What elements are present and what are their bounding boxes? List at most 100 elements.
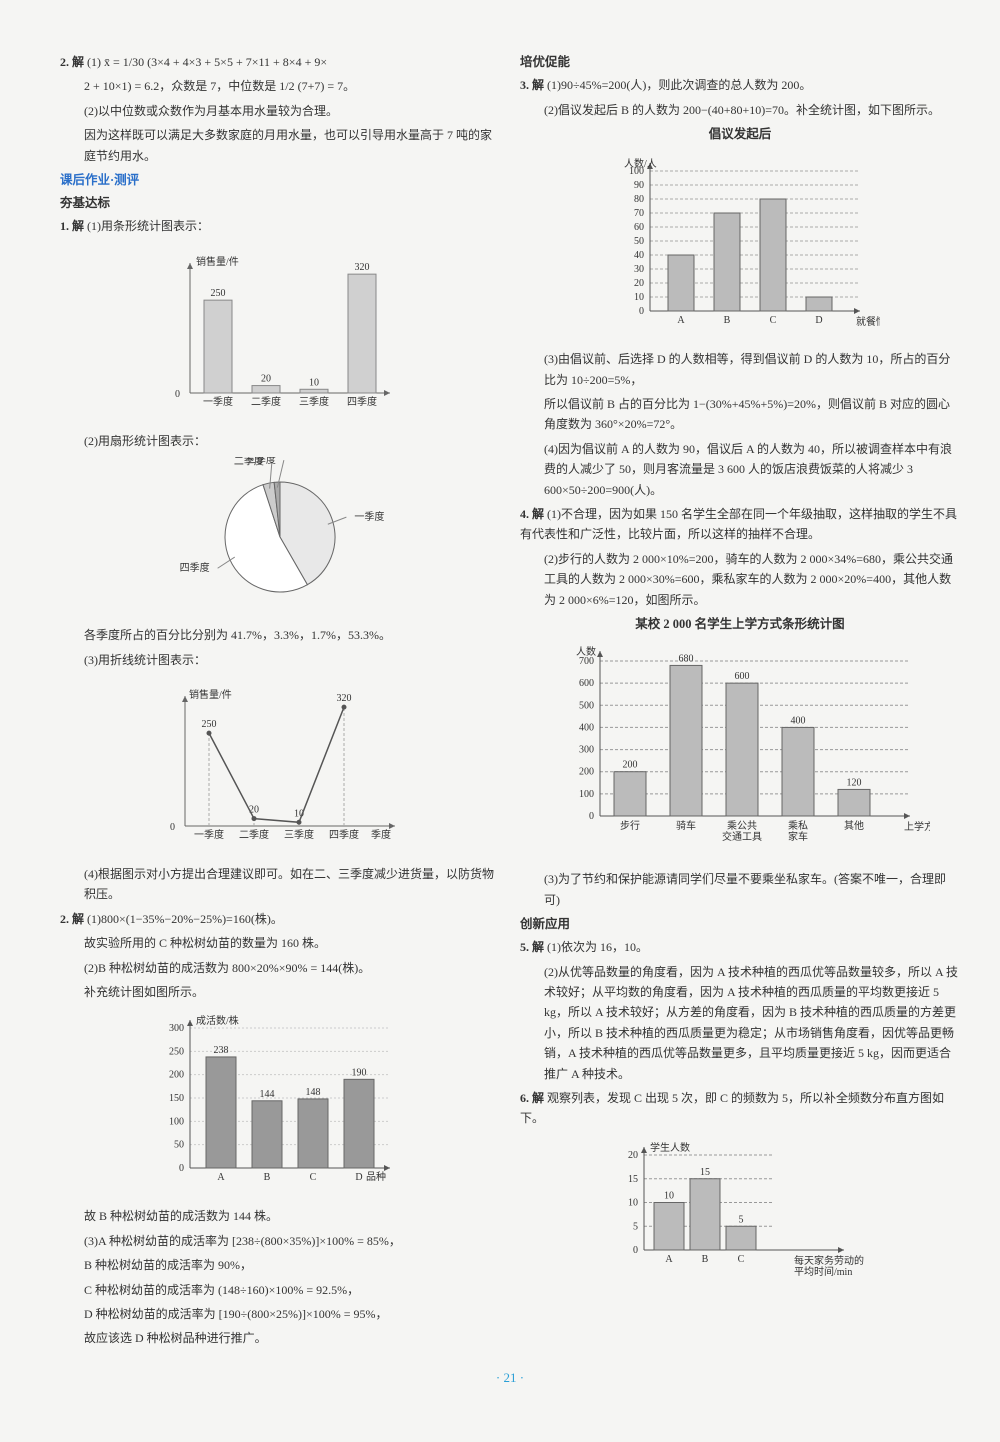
q3-label: 3. 解 bbox=[520, 78, 544, 92]
svg-text:20: 20 bbox=[261, 373, 271, 384]
svg-text:人数/人: 人数/人 bbox=[624, 157, 657, 170]
svg-text:5: 5 bbox=[633, 1221, 638, 1232]
line-chart-sales: 销售量/件季度一季度250二季度20三季度10四季度3200 bbox=[60, 676, 500, 856]
svg-text:0: 0 bbox=[175, 389, 180, 400]
svg-text:销售量/件: 销售量/件 bbox=[196, 255, 239, 268]
svg-text:20: 20 bbox=[628, 1150, 638, 1161]
q2-p3: (2)B 种松树幼苗的成活数为 800×20%×90% = 144(株)。 bbox=[60, 958, 500, 978]
svg-text:190: 190 bbox=[352, 1068, 367, 1079]
q4-p1: (1)不合理，因为如果 150 名学生全部在同一个年级抽取，这样抽取的学生不具有… bbox=[520, 507, 957, 541]
svg-text:15: 15 bbox=[700, 1167, 710, 1178]
q2-label: 2. 解 bbox=[60, 912, 84, 926]
q2-p6: (3)A 种松树幼苗的成活率为 [238÷(800×35%)]×100% = 8… bbox=[60, 1231, 500, 1251]
q4-p2: (2)步行的人数为 2 000×10%=200，骑车的人数为 2 000×34%… bbox=[520, 549, 960, 610]
q2pre-label: 2. 解 bbox=[60, 55, 84, 69]
svg-text:0: 0 bbox=[170, 822, 175, 833]
svg-text:320: 320 bbox=[355, 262, 370, 273]
svg-text:250: 250 bbox=[211, 288, 226, 299]
svg-text:50: 50 bbox=[174, 1140, 184, 1151]
svg-text:D: D bbox=[355, 1172, 362, 1183]
svg-text:80: 80 bbox=[634, 194, 644, 205]
q5-p2: (2)从优等品数量的角度看，因为 A 技术种植的西瓜优等品数量较多，所以 A 技… bbox=[520, 962, 960, 1084]
svg-text:10: 10 bbox=[664, 1190, 674, 1201]
svg-text:三季度: 三季度 bbox=[299, 395, 329, 408]
svg-text:交通工具: 交通工具 bbox=[722, 830, 762, 843]
svg-text:步行: 步行 bbox=[620, 819, 640, 832]
svg-text:其他: 其他 bbox=[844, 819, 864, 832]
svg-text:90: 90 bbox=[634, 180, 644, 191]
svg-text:50: 50 bbox=[634, 236, 644, 247]
svg-text:70: 70 bbox=[634, 208, 644, 219]
svg-text:250: 250 bbox=[169, 1047, 184, 1058]
section-hangji: 夯基达标 bbox=[60, 193, 500, 214]
svg-text:300: 300 bbox=[579, 745, 594, 756]
svg-text:10: 10 bbox=[309, 377, 319, 388]
q4-label: 4. 解 bbox=[520, 507, 544, 521]
svg-text:家车: 家车 bbox=[788, 830, 808, 843]
q5-p1: (1)依次为 16，10。 bbox=[547, 940, 648, 954]
pie-chart-quarters: 一季度四季度二季度三季度 bbox=[60, 457, 500, 617]
q1-p3: 各季度所占的百分比分别为 41.7%，3.3%，1.7%，53.3%。 bbox=[60, 625, 500, 645]
q2pre-t2: 2 + 10×1) = 6.2，众数是 7，中位数是 1/2 (7+7) = 7… bbox=[60, 76, 500, 96]
svg-text:100: 100 bbox=[579, 789, 594, 800]
svg-text:15: 15 bbox=[628, 1174, 638, 1185]
svg-text:成活数/株: 成活数/株 bbox=[196, 1014, 239, 1027]
section-chuangxin: 创新应用 bbox=[520, 914, 960, 935]
svg-text:200: 200 bbox=[579, 767, 594, 778]
svg-text:400: 400 bbox=[579, 723, 594, 734]
svg-text:就餐情况: 就餐情况 bbox=[856, 315, 880, 328]
svg-text:200: 200 bbox=[169, 1070, 184, 1081]
q1-p2: (2)用扇形统计图表示： bbox=[60, 431, 500, 451]
svg-text:400: 400 bbox=[791, 716, 806, 727]
svg-text:学生人数: 学生人数 bbox=[650, 1141, 690, 1154]
svg-text:二季度: 二季度 bbox=[251, 395, 281, 408]
svg-text:骑车: 骑车 bbox=[676, 819, 696, 832]
q2pre-t1: (1) x̄ = 1/30 (3×4 + 4×3 + 5×5 + 7×11 + … bbox=[87, 55, 327, 69]
svg-text:5: 5 bbox=[739, 1214, 744, 1225]
bar3-title: 倡议发起后 bbox=[520, 124, 960, 145]
svg-text:30: 30 bbox=[634, 264, 644, 275]
svg-text:C: C bbox=[310, 1172, 317, 1183]
q6-head: 6. 解 观察列表，发现 C 出现 5 次，即 C 的频数为 5，所以补全频数分… bbox=[520, 1088, 960, 1129]
q5-head: 5. 解 (1)依次为 16，10。 bbox=[520, 937, 960, 957]
svg-text:品种: 品种 bbox=[366, 1170, 386, 1183]
q1-p5: (4)根据图示对小方提出合理建议即可。如在二、三季度减少进货量，以防货物积压。 bbox=[60, 864, 500, 905]
svg-text:600: 600 bbox=[735, 671, 750, 682]
svg-text:一季度: 一季度 bbox=[203, 395, 233, 408]
q1-p1: (1)用条形统计图表示： bbox=[87, 219, 209, 233]
svg-text:C: C bbox=[770, 315, 777, 326]
svg-text:20: 20 bbox=[634, 278, 644, 289]
svg-text:250: 250 bbox=[202, 719, 217, 730]
bar-chart-sales: 销售量/件 250 一季度 20 二季度 10 三季度 320 四季度 0 bbox=[60, 243, 500, 423]
q4-head: 4. 解 (1)不合理，因为如果 150 名学生全部在同一个年级抽取，这样抽取的… bbox=[520, 504, 960, 545]
svg-text:四季度: 四季度 bbox=[347, 395, 377, 408]
svg-text:238: 238 bbox=[214, 1045, 229, 1056]
page-number: · 21 · bbox=[60, 1367, 960, 1389]
svg-text:680: 680 bbox=[679, 654, 694, 665]
svg-text:四季度: 四季度 bbox=[329, 828, 359, 841]
q1-p4: (3)用折线统计图表示： bbox=[60, 650, 500, 670]
q2-p10: 故应该选 D 种松树品种进行推广。 bbox=[60, 1328, 500, 1348]
q3-p2: (2)倡议发起后 B 的人数为 200−(40+80+10)=70。补全统计图，… bbox=[520, 100, 960, 120]
q6-label: 6. 解 bbox=[520, 1091, 544, 1105]
q1-head: 1. 解 (1)用条形统计图表示： bbox=[60, 216, 500, 236]
svg-text:600: 600 bbox=[579, 678, 594, 689]
q2-p8: C 种松树幼苗的成活率为 (148÷160)×100% = 92.5%， bbox=[60, 1280, 500, 1300]
svg-text:人数: 人数 bbox=[576, 645, 596, 658]
svg-text:500: 500 bbox=[579, 701, 594, 712]
svg-text:三季度: 三季度 bbox=[246, 457, 276, 466]
q2-p9: D 种松树幼苗的成活率为 [190÷(800×25%)]×100% = 95%， bbox=[60, 1304, 500, 1324]
svg-text:上学方式: 上学方式 bbox=[904, 820, 930, 833]
svg-text:季度: 季度 bbox=[371, 828, 391, 841]
svg-text:每天家务劳动的: 每天家务劳动的 bbox=[794, 1254, 864, 1267]
svg-text:四季度: 四季度 bbox=[180, 561, 210, 574]
q2-head: 2. 解 (1)800×(1−35%−20%−25%)=160(株)。 bbox=[60, 909, 500, 929]
svg-text:B: B bbox=[724, 315, 731, 326]
svg-text:0: 0 bbox=[633, 1245, 638, 1256]
q2-p2: 故实验所用的 C 种松树幼苗的数量为 160 株。 bbox=[60, 933, 500, 953]
svg-text:20: 20 bbox=[249, 805, 259, 816]
svg-text:一季度: 一季度 bbox=[194, 828, 224, 841]
q3-p5: (4)因为倡议前 A 的人数为 90，倡议后 A 的人数为 40，所以被调查样本… bbox=[520, 439, 960, 500]
svg-text:B: B bbox=[264, 1172, 271, 1183]
svg-text:100: 100 bbox=[169, 1117, 184, 1128]
